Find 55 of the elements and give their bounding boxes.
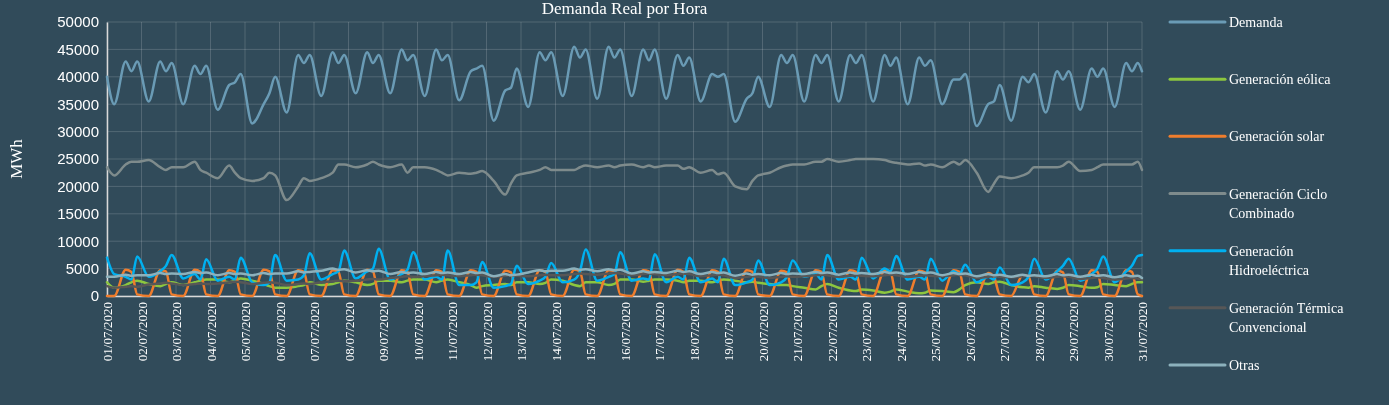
legend-label: Generación solar bbox=[1229, 129, 1325, 145]
x-tick-label: 06/07/2020 bbox=[272, 302, 288, 362]
y-tick-label: 30000 bbox=[57, 122, 99, 140]
x-tick-label: 12/07/2020 bbox=[479, 302, 495, 362]
x-tick-label: 14/07/2020 bbox=[548, 302, 564, 362]
y-axis-title: MWh bbox=[7, 138, 26, 179]
x-tick-label: 26/07/2020 bbox=[962, 302, 978, 362]
legend-label: Demanda bbox=[1229, 15, 1284, 30]
x-tick-label: 30/07/2020 bbox=[1100, 302, 1116, 362]
x-tick-label: 20/07/2020 bbox=[755, 302, 771, 362]
x-tick-label: 13/07/2020 bbox=[514, 302, 530, 362]
line-series bbox=[105, 157, 1144, 202]
y-tick-label: 15000 bbox=[57, 205, 99, 223]
legend-label: Generación Ciclo Combinado bbox=[1229, 186, 1328, 221]
x-tick-label: 25/07/2020 bbox=[928, 302, 944, 362]
x-tick-label: 07/07/2020 bbox=[307, 302, 323, 362]
x-tick-label: 11/07/2020 bbox=[445, 302, 461, 361]
y-tick-label: 10000 bbox=[57, 232, 99, 250]
chart-title: Demanda Real por Hora bbox=[541, 0, 708, 18]
legend-label: Otras bbox=[1229, 358, 1260, 373]
x-tick-label: 02/07/2020 bbox=[134, 302, 150, 362]
y-tick-label: 20000 bbox=[57, 177, 99, 195]
x-tick-label: 31/07/2020 bbox=[1135, 302, 1151, 362]
y-tick-label: 40000 bbox=[57, 68, 99, 86]
x-tick-label: 24/07/2020 bbox=[893, 302, 909, 362]
line-series bbox=[105, 271, 1144, 290]
x-tick-label: 05/07/2020 bbox=[238, 302, 254, 362]
x-tick-label: 19/07/2020 bbox=[721, 302, 737, 362]
x-tick-label: 16/07/2020 bbox=[617, 302, 633, 362]
x-tick-label: 27/07/2020 bbox=[997, 302, 1013, 362]
x-tick-label: 08/07/2020 bbox=[341, 302, 357, 362]
x-tick-label: 17/07/2020 bbox=[652, 302, 668, 362]
x-tick-label: 01/07/2020 bbox=[100, 302, 116, 362]
legend-label: Generación Térmica Convencional bbox=[1229, 300, 1345, 335]
line-series bbox=[105, 45, 1144, 128]
x-tick-label: 29/07/2020 bbox=[1066, 302, 1082, 362]
x-tick-label: 18/07/2020 bbox=[686, 302, 702, 362]
y-tick-label: 25000 bbox=[57, 150, 99, 168]
x-tick-label: 03/07/2020 bbox=[169, 302, 185, 362]
y-tick-label: 50000 bbox=[57, 13, 99, 31]
legend-label: Generación eólica bbox=[1229, 72, 1332, 88]
x-tick-label: 23/07/2020 bbox=[859, 302, 875, 362]
x-tick-label: 15/07/2020 bbox=[583, 302, 599, 362]
x-tick-label: 21/07/2020 bbox=[790, 302, 806, 362]
x-tick-label: 10/07/2020 bbox=[410, 302, 426, 362]
y-tick-label: 45000 bbox=[57, 40, 99, 58]
y-tick-label: 5000 bbox=[65, 259, 99, 277]
line-series bbox=[105, 267, 1144, 280]
legend-label: Generación Hidroeléctrica bbox=[1229, 243, 1310, 278]
y-tick-label: 0 bbox=[90, 287, 99, 305]
x-tick-label: 04/07/2020 bbox=[203, 302, 219, 362]
x-tick-label: 09/07/2020 bbox=[376, 302, 392, 362]
y-tick-label: 35000 bbox=[57, 95, 99, 113]
x-tick-label: 22/07/2020 bbox=[824, 302, 840, 362]
x-tick-label: 28/07/2020 bbox=[1031, 302, 1047, 362]
